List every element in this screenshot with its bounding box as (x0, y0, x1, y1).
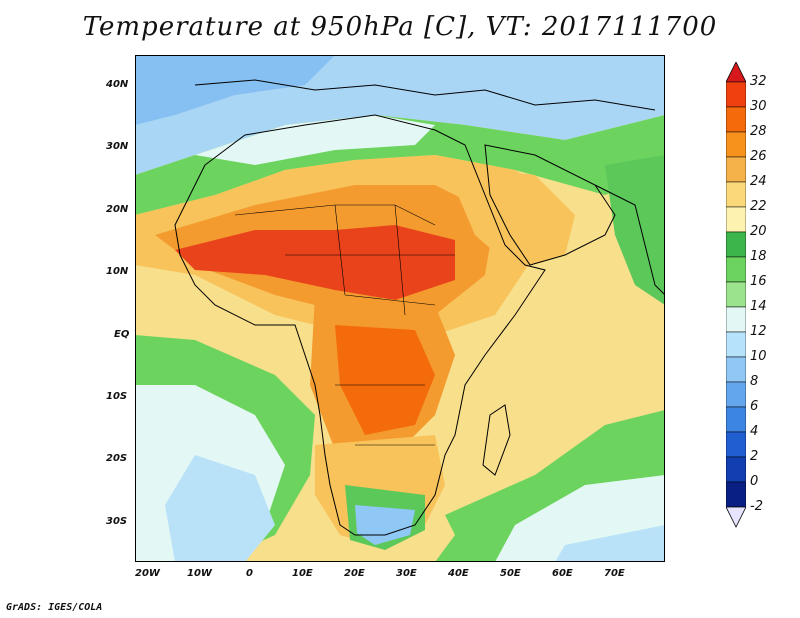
lon-tick: 30E (396, 568, 417, 579)
colorbar-segment (726, 131, 746, 158)
lon-tick: 10W (187, 568, 212, 579)
colorbar-segment (726, 406, 746, 433)
india-green (605, 155, 665, 305)
colorbar-label: 12 (750, 324, 767, 339)
colorbar (726, 62, 746, 528)
colorbar-segment (726, 281, 746, 308)
colorbar-segment (726, 306, 746, 333)
internal-borders (234, 204, 455, 446)
colorbar-segment (726, 206, 746, 233)
colorbar-top-arrow (726, 62, 746, 83)
colorbar-label: 24 (750, 174, 767, 189)
colorbar-label: 2 (750, 449, 759, 464)
lat-tick: 10N (106, 266, 129, 277)
temperature-map (135, 55, 665, 562)
colorbar-segment (726, 356, 746, 383)
colorbar-label: 18 (750, 249, 767, 264)
colorbar-segment (726, 381, 746, 408)
colorbar-segment (726, 81, 746, 108)
lon-tick: 40E (448, 568, 469, 579)
lon-tick: 20W (135, 568, 160, 579)
arabia-coastline (484, 144, 616, 266)
colorbar-segment (726, 256, 746, 283)
colorbar-segment (726, 481, 746, 508)
colorbar-label: 16 (750, 274, 767, 289)
colorbar-segment (726, 331, 746, 358)
colorbar-label: 22 (750, 199, 767, 214)
africa-coastline (174, 114, 546, 536)
colorbar-label: 20 (750, 224, 767, 239)
lon-tick: 0 (246, 568, 253, 579)
central-hot (335, 325, 435, 435)
map-title: Temperature at 950hPa [C], VT: 201711170… (82, 12, 718, 42)
cold-patch-north (135, 55, 335, 125)
colorbar-label: 10 (750, 349, 767, 364)
colorbar-label: 8 (750, 374, 759, 389)
lat-tick: 10S (106, 391, 128, 402)
colorbar-label: 0 (750, 474, 759, 489)
colorbar-segment (726, 231, 746, 258)
lon-tick: 10E (292, 568, 313, 579)
pale-band-north (195, 115, 435, 165)
lat-tick: 20S (106, 453, 128, 464)
lon-tick: 20E (344, 568, 365, 579)
colorbar-segment (726, 181, 746, 208)
colorbar-label: 14 (750, 299, 767, 314)
colorbar-label: 4 (750, 424, 759, 439)
colorbar-segment (726, 156, 746, 183)
se-cool (555, 525, 665, 562)
sw-cold (165, 455, 275, 562)
europe-coastline (194, 79, 656, 111)
lon-tick: 50E (500, 568, 521, 579)
colorbar-label: 6 (750, 399, 759, 414)
credit-text: GrADS: IGES/COLA (6, 602, 103, 613)
lat-tick: 30S (106, 516, 128, 527)
madagascar (482, 404, 511, 476)
colorbar-segment (726, 456, 746, 483)
lon-tick: 60E (552, 568, 573, 579)
colorbar-segment (726, 431, 746, 458)
colorbar-segment (726, 106, 746, 133)
colorbar-label: 32 (750, 74, 767, 89)
lon-tick: 70E (604, 568, 625, 579)
colorbar-bottom-arrow (726, 506, 746, 528)
hot-core (175, 225, 455, 300)
colorbar-label: 28 (750, 124, 767, 139)
colorbar-label: -2 (750, 499, 763, 514)
india-coastline (594, 184, 665, 296)
map-frame (135, 55, 665, 562)
arabia-warm (445, 165, 575, 270)
colorbar-label: 26 (750, 149, 767, 164)
colorbar-label: 30 (750, 99, 767, 114)
lat-tick: 30N (106, 141, 129, 152)
lat-tick: 40N (106, 79, 129, 90)
lat-tick: 20N (106, 204, 129, 215)
lat-tick: EQ (114, 329, 130, 340)
